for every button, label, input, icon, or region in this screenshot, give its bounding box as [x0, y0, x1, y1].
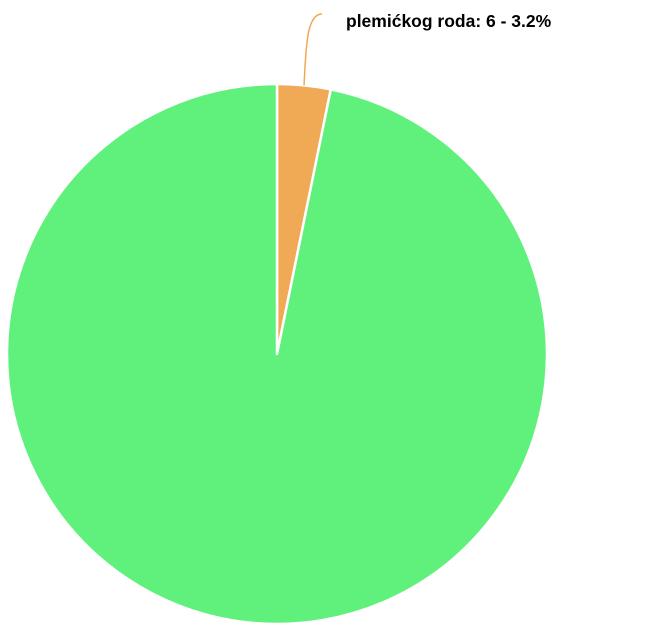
pie-slices	[5, 82, 549, 626]
slice-data-label-0: plemićkog roda: 6 - 3.2%	[346, 11, 552, 31]
pie-labels: plemićkog roda: 6 - 3.2%	[303, 11, 552, 86]
label-leader-line-0	[303, 13, 323, 86]
pie-slice-1[interactable]	[5, 82, 549, 626]
